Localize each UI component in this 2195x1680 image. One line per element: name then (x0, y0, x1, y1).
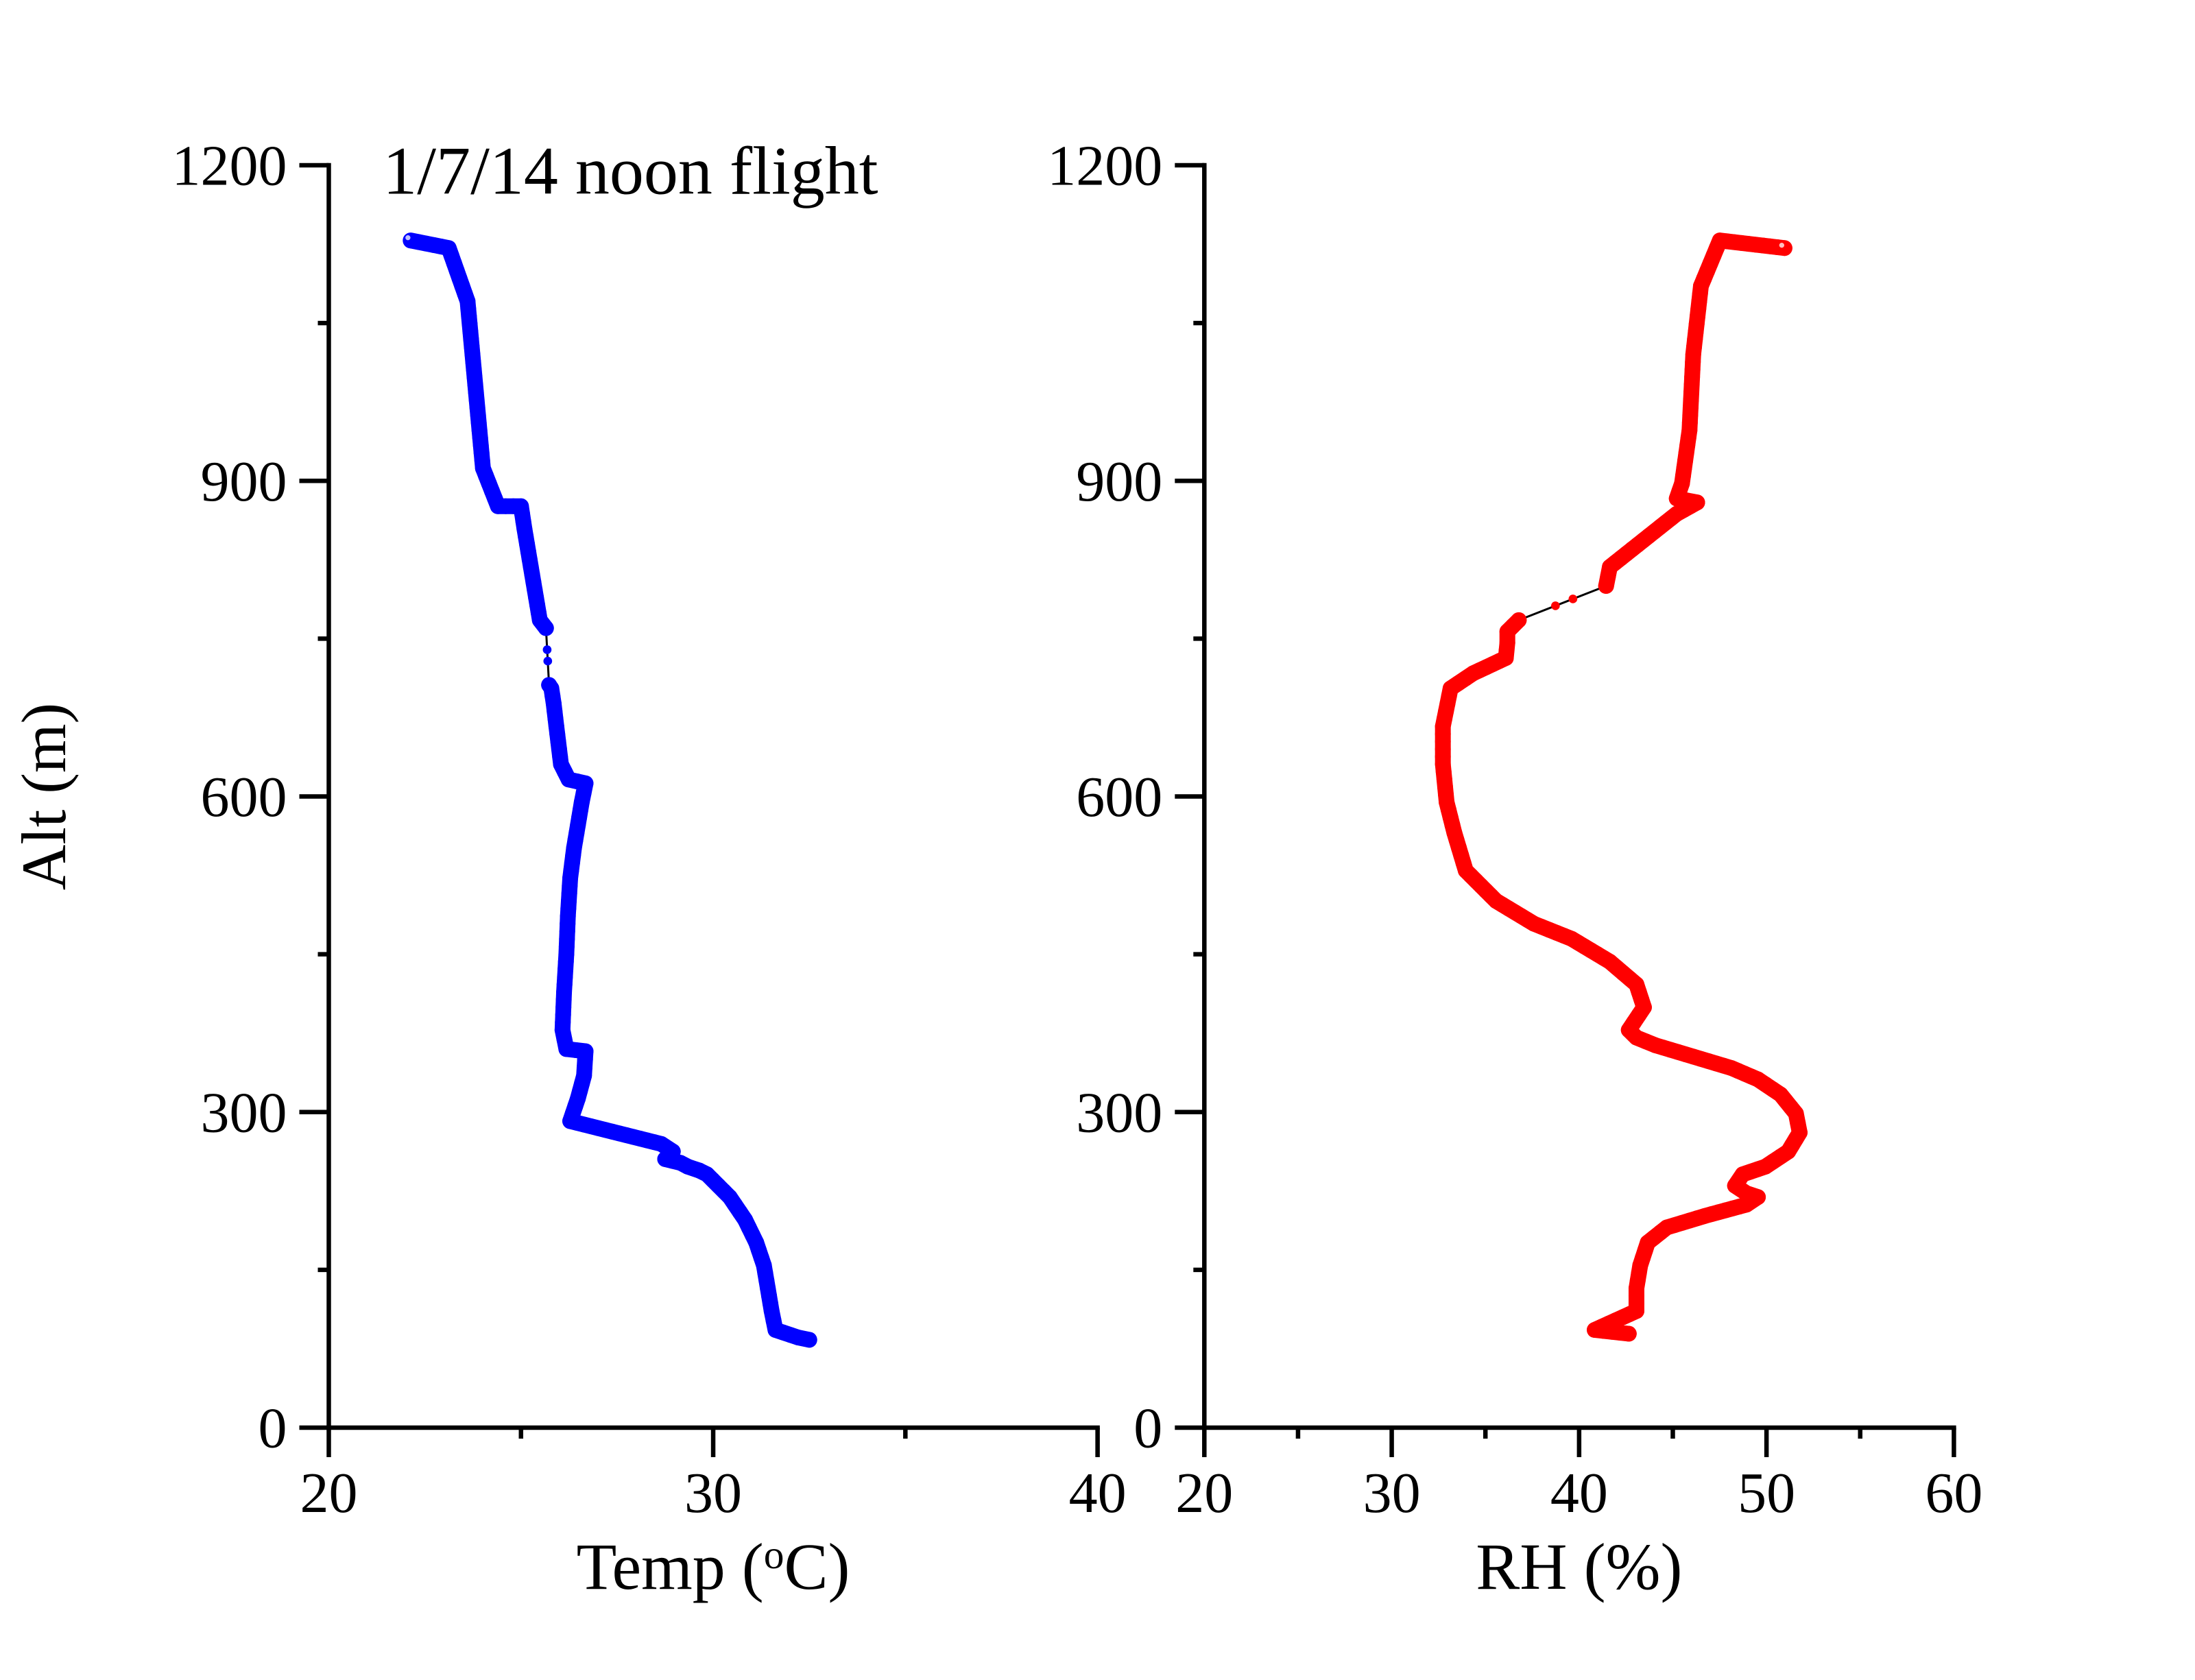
svg-text:1200: 1200 (1047, 134, 1162, 198)
svg-text:30: 30 (684, 1461, 742, 1525)
svg-text:600: 600 (1076, 765, 1162, 829)
svg-text:1/7/14 noon flight: 1/7/14 noon flight (383, 132, 878, 208)
svg-text:0: 0 (1134, 1397, 1162, 1461)
svg-text:50: 50 (1738, 1461, 1795, 1525)
svg-text:0: 0 (259, 1397, 287, 1461)
svg-text:30: 30 (1363, 1461, 1421, 1525)
svg-text:60: 60 (1925, 1461, 1982, 1525)
svg-text:900: 900 (201, 450, 287, 514)
svg-text:600: 600 (201, 765, 287, 829)
svg-text:Temp (oC): Temp (oC) (577, 1530, 850, 1603)
svg-text:20: 20 (1175, 1461, 1233, 1525)
svg-text:300: 300 (1076, 1081, 1162, 1144)
svg-text:20: 20 (300, 1461, 358, 1525)
svg-text:300: 300 (201, 1081, 287, 1144)
svg-text:40: 40 (1550, 1461, 1608, 1525)
svg-text:40: 40 (1069, 1461, 1127, 1525)
svg-text:Alt (m): Alt (m) (9, 703, 79, 890)
svg-text:RH (%): RH (%) (1476, 1530, 1682, 1603)
svg-text:900: 900 (1076, 450, 1162, 514)
svg-text:1200: 1200 (172, 134, 287, 198)
